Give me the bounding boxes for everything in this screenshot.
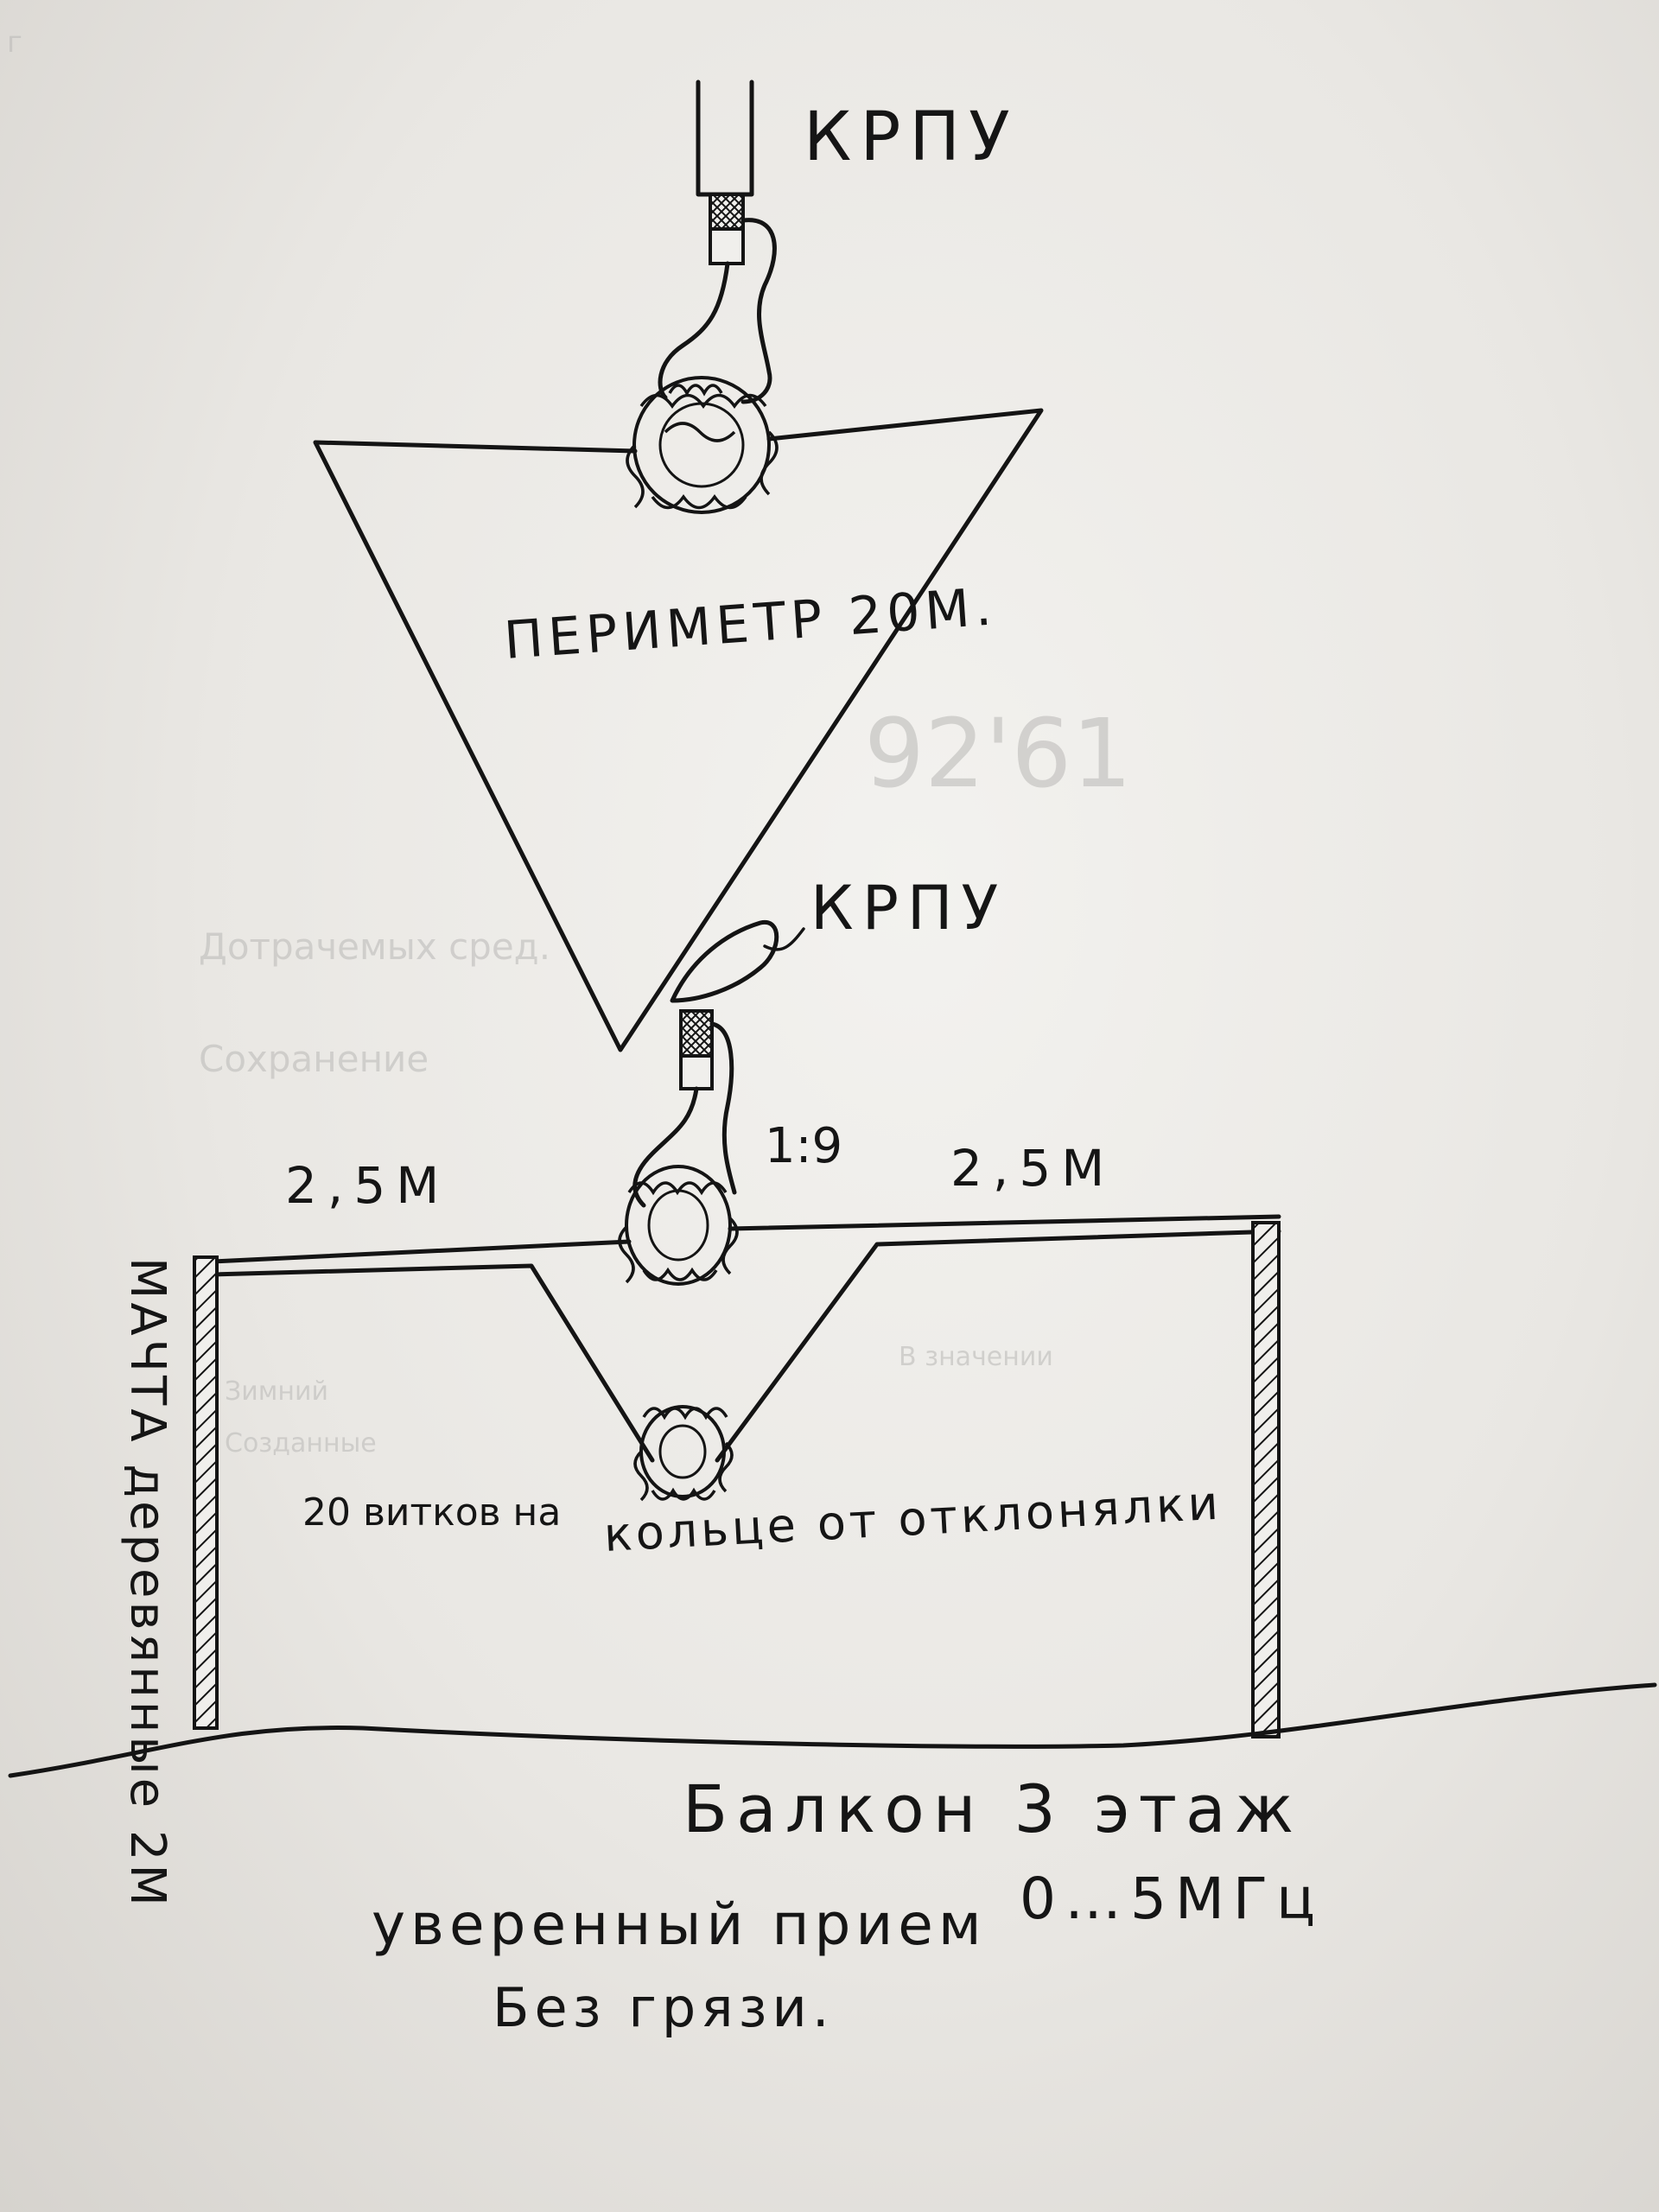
balcony-ground-line [8, 1682, 1657, 1778]
middle-connector-body [679, 1054, 714, 1090]
label-mast-note: МАЧТА деревянные 2М [119, 1257, 175, 1910]
label-range: 0…5МГц [1020, 1866, 1324, 1932]
bleed-through-text: 92'61 Дотрачемых сред. Сохранение В знач… [199, 698, 1132, 1459]
label-perimeter: ПЕРИМЕТР 20М. [502, 576, 998, 671]
faint-text-2: Дотрачемых сред. [199, 925, 550, 968]
middle-connector-mesh [679, 1009, 714, 1058]
middle-receiver-cable [632, 919, 805, 1208]
label-krpu-top: КРПУ [804, 99, 1019, 176]
bottom-ring-coil [633, 1405, 734, 1502]
label-length-left: 2,5М [285, 1156, 449, 1215]
faint-text-5: Зимний [225, 1376, 328, 1407]
corner-mark: г [7, 25, 22, 60]
triangle-loop-antenna [313, 408, 1044, 1052]
label-turns-note-right: кольце от отклонялки [602, 1476, 1223, 1562]
top-ring-transformer [626, 376, 779, 514]
top-connector-body [709, 227, 745, 265]
top-connector-mesh [709, 193, 745, 231]
faint-text-6: Созданные [225, 1428, 377, 1459]
left-wooden-mast [193, 1255, 219, 1730]
label-balcony: Балкон 3 этаж [683, 1770, 1302, 1847]
faint-text-3: Сохранение [199, 1038, 429, 1080]
right-dipole-arm [728, 1214, 1281, 1231]
label-no-noise: Без грязи. [493, 1976, 835, 2039]
top-receiver-cable [658, 79, 777, 404]
label-reception: уверенный прием [372, 1891, 987, 1958]
faint-text-1: 92'61 [864, 698, 1132, 809]
middle-ring-transformer [618, 1165, 739, 1286]
right-wooden-mast [1251, 1221, 1281, 1738]
left-dipole-arm [209, 1239, 632, 1264]
right-v-wire [715, 1229, 1281, 1463]
label-length-right: 2,5М [950, 1139, 1115, 1198]
left-v-wire [209, 1263, 655, 1463]
label-krpu-middle: КРПУ [810, 873, 1007, 944]
faint-text-4: В значении [899, 1342, 1053, 1372]
label-ratio: 1:9 [765, 1118, 842, 1174]
label-turns-note-left: 20 витков на [302, 1491, 561, 1535]
